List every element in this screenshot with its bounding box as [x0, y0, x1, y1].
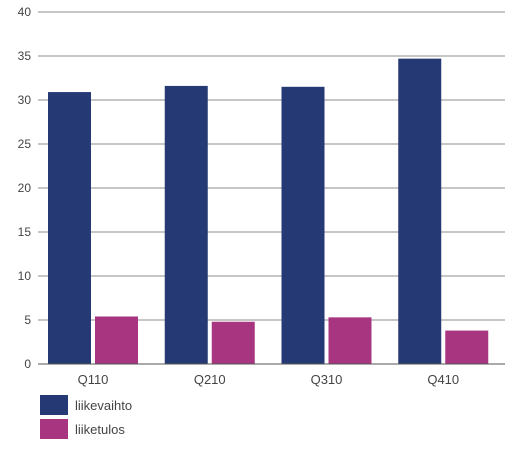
y-tick-label: 40: [18, 5, 32, 19]
bar-liiketulos: [211, 321, 255, 364]
bars: [48, 58, 489, 365]
y-tick-label: 30: [18, 93, 32, 107]
legend-label-liikevaihto: liikevaihto: [75, 398, 132, 413]
y-tick-label: 35: [18, 49, 32, 63]
bar-liikevaihto: [48, 92, 91, 364]
y-tick-label: 5: [24, 313, 31, 327]
y-tick-label: 25: [18, 137, 32, 151]
grid-lines: [38, 11, 505, 321]
x-axis-ticks: Q110 Q210 Q310 Q410: [78, 372, 460, 387]
x-tick-label: Q410: [427, 372, 459, 387]
legend-swatch-liiketulos: [40, 419, 68, 439]
bar-liiketulos: [95, 316, 138, 364]
y-tick-label: 20: [18, 181, 32, 195]
legend: liikevaihto liiketulos: [40, 395, 132, 439]
bar-liiketulos: [328, 317, 372, 364]
x-tick-label: Q310: [311, 372, 343, 387]
bar-liikevaihto: [281, 86, 325, 365]
x-tick-label: Q110: [78, 372, 109, 387]
x-tick-label: Q210: [194, 372, 226, 387]
bar-liikevaihto: [398, 58, 442, 364]
legend-label-liiketulos: liiketulos: [75, 422, 125, 437]
legend-swatch-liikevaihto: [40, 395, 68, 415]
bar-liiketulos: [445, 330, 489, 364]
bar-liikevaihto: [164, 85, 208, 365]
y-axis-ticks: 0 5 10 15 20 25 30 35 40: [18, 5, 32, 371]
y-tick-label: 15: [18, 225, 32, 239]
y-tick-label: 10: [18, 269, 32, 283]
y-tick-label: 0: [24, 357, 31, 371]
